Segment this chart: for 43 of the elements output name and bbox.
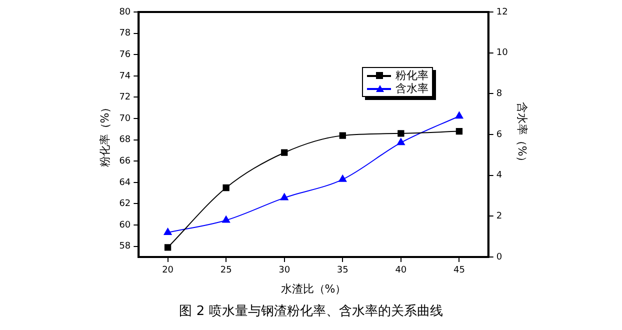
y2-tick-label: 0 [496, 252, 502, 262]
y-tick-label: 74 [119, 71, 131, 82]
y2-tick-label: 10 [496, 48, 508, 58]
point [396, 138, 405, 146]
y-tick-label: 72 [119, 92, 131, 103]
y-tick-label: 58 [119, 242, 131, 252]
point [456, 128, 463, 135]
y2-tick-label: 8 [496, 89, 502, 100]
y2-tick-label: 6 [496, 130, 502, 140]
point [281, 149, 288, 156]
point [164, 244, 172, 251]
x-tick-label: 20 [162, 266, 174, 276]
x-axis-title: 水渣比（%） [280, 282, 346, 296]
legend-label: 含水率 [395, 82, 428, 95]
point [455, 112, 464, 119]
point [280, 193, 288, 200]
y-tick-label: 62 [119, 199, 131, 210]
x-tick-label: 40 [395, 266, 407, 276]
legend-label: 粉化率 [395, 69, 428, 82]
point [398, 130, 404, 137]
y-tick-label: 80 [119, 7, 131, 18]
point [222, 216, 230, 223]
point [222, 184, 230, 192]
x-tick-label: 25 [220, 266, 232, 276]
x-tick-label: 45 [453, 266, 465, 276]
y-tick-label: 78 [119, 28, 131, 39]
y-tick-label: 60 [119, 220, 131, 230]
x-tick-label: 35 [336, 266, 348, 276]
y-tick-label: 66 [119, 156, 131, 166]
point [164, 228, 172, 235]
y2-tick-label: 4 [496, 170, 502, 181]
y-axis-title: 粉化率（%） [98, 102, 112, 168]
y-tick-label: 70 [119, 114, 131, 124]
x-tick-label: 30 [278, 266, 290, 276]
y-tick-label: 76 [119, 50, 131, 60]
y-tick-label: 64 [119, 178, 131, 188]
point [338, 174, 347, 182]
point [339, 132, 346, 139]
y-tick-label: 68 [119, 135, 131, 146]
y2-tick-label: 2 [496, 212, 502, 222]
y2-tick-label: 12 [496, 7, 508, 18]
y2-axis-title: 含水率（%） [516, 102, 529, 168]
caption: 图 2 喷水量与钢渣粉化率、含水率的关系曲线 [178, 303, 444, 320]
